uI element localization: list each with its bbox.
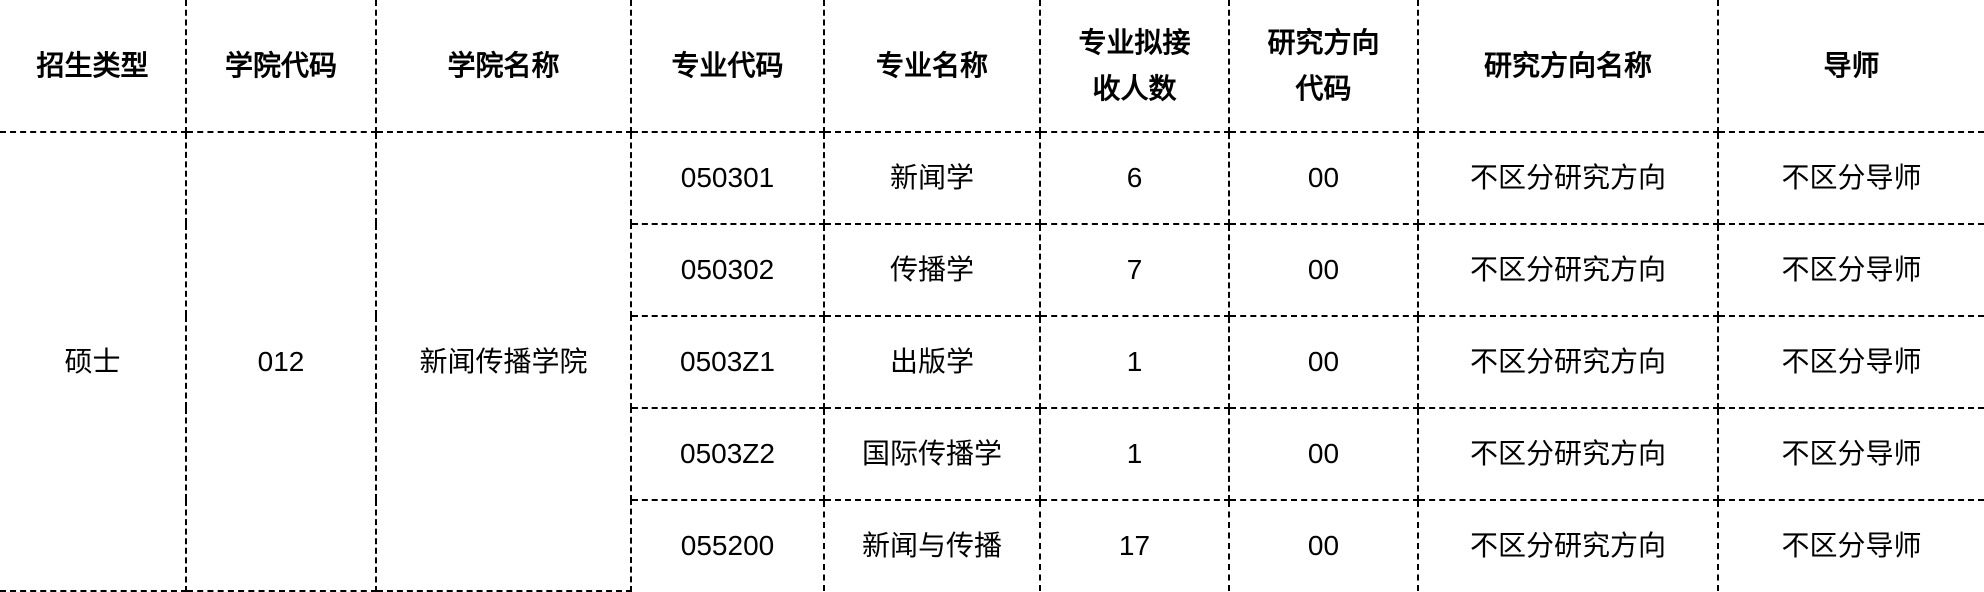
cell-advisor: 不区分导师 xyxy=(1717,407,1984,501)
header-advisor: 导师 xyxy=(1717,0,1984,133)
cell-direction-name: 不区分研究方向 xyxy=(1417,223,1719,317)
cell-major-name: 出版学 xyxy=(823,315,1041,409)
header-college-code: 学院代码 xyxy=(185,0,377,133)
cell-major-name: 传播学 xyxy=(823,223,1041,317)
cell-direction-code: 00 xyxy=(1228,499,1419,591)
header-row: 招生类型 学院代码 学院名称 专业代码 专业名称 专业拟接收人数 研究方向代码 … xyxy=(0,0,1984,133)
header-major-code: 专业代码 xyxy=(630,0,825,133)
cell-quota: 7 xyxy=(1039,223,1230,317)
cell-direction-name: 不区分研究方向 xyxy=(1417,131,1719,225)
cell-quota: 1 xyxy=(1039,315,1230,409)
header-type: 招生类型 xyxy=(0,0,187,133)
cell-direction-name: 不区分研究方向 xyxy=(1417,499,1719,591)
cell-major-code: 0503Z1 xyxy=(631,315,825,409)
cell-advisor: 不区分导师 xyxy=(1717,315,1984,409)
cell-advisor: 不区分导师 xyxy=(1717,499,1984,591)
cell-direction-name: 不区分研究方向 xyxy=(1417,407,1719,501)
header-major-name: 专业名称 xyxy=(823,0,1041,133)
cell-quota: 1 xyxy=(1039,407,1230,501)
header-college-name: 学院名称 xyxy=(375,0,632,133)
cell-major-code: 050301 xyxy=(630,131,825,225)
cell-advisor: 不区分导师 xyxy=(1717,131,1984,225)
table-row: 硕士 012 新闻传播学院 050301 新闻学 6 00 不区分研究方向 不区分导师 xyxy=(0,131,1984,592)
table-row: 055200 新闻与传播 17 00 不区分研究方向 不区分导师 xyxy=(0,499,1984,591)
header-direction-code: 研究方向代码 xyxy=(1228,0,1419,133)
cell-major-name: 国际传播学 xyxy=(823,407,1041,501)
header-quota: 专业拟接收人数 xyxy=(1039,0,1230,133)
cell-college-name: 新闻传播学院 xyxy=(375,131,632,592)
table-row: 050302 传播学 7 00 不区分研究方向 不区分导师 xyxy=(0,223,1984,317)
cell-direction-name: 不区分研究方向 xyxy=(1417,315,1719,409)
table-row: 0503Z1 出版学 1 00 不区分研究方向 不区分导师 xyxy=(0,315,1984,409)
cell-major-code: 055200 xyxy=(631,499,825,591)
cell-major-code: 050302 xyxy=(631,223,825,317)
cell-quota: 6 xyxy=(1039,131,1230,225)
cell-quota: 17 xyxy=(1039,499,1230,591)
table-row: 0503Z2 国际传播学 1 00 不区分研究方向 不区分导师 xyxy=(0,407,1984,501)
cell-type: 硕士 xyxy=(0,131,187,592)
header-quota-text: 专业拟接收人数 xyxy=(1078,26,1191,104)
cell-major-code: 0503Z2 xyxy=(631,407,825,501)
cell-direction-code: 00 xyxy=(1228,131,1419,225)
cell-major-name: 新闻学 xyxy=(823,131,1041,225)
cell-college-code: 012 xyxy=(185,131,377,592)
cell-advisor: 不区分导师 xyxy=(1717,223,1984,317)
header-direction-name: 研究方向名称 xyxy=(1417,0,1719,133)
cell-direction-code: 00 xyxy=(1228,223,1419,317)
cell-direction-code: 00 xyxy=(1228,315,1419,409)
cell-major-name: 新闻与传播 xyxy=(823,499,1041,591)
cell-direction-code: 00 xyxy=(1228,407,1419,501)
header-direction-code-text: 研究方向代码 xyxy=(1267,26,1380,104)
